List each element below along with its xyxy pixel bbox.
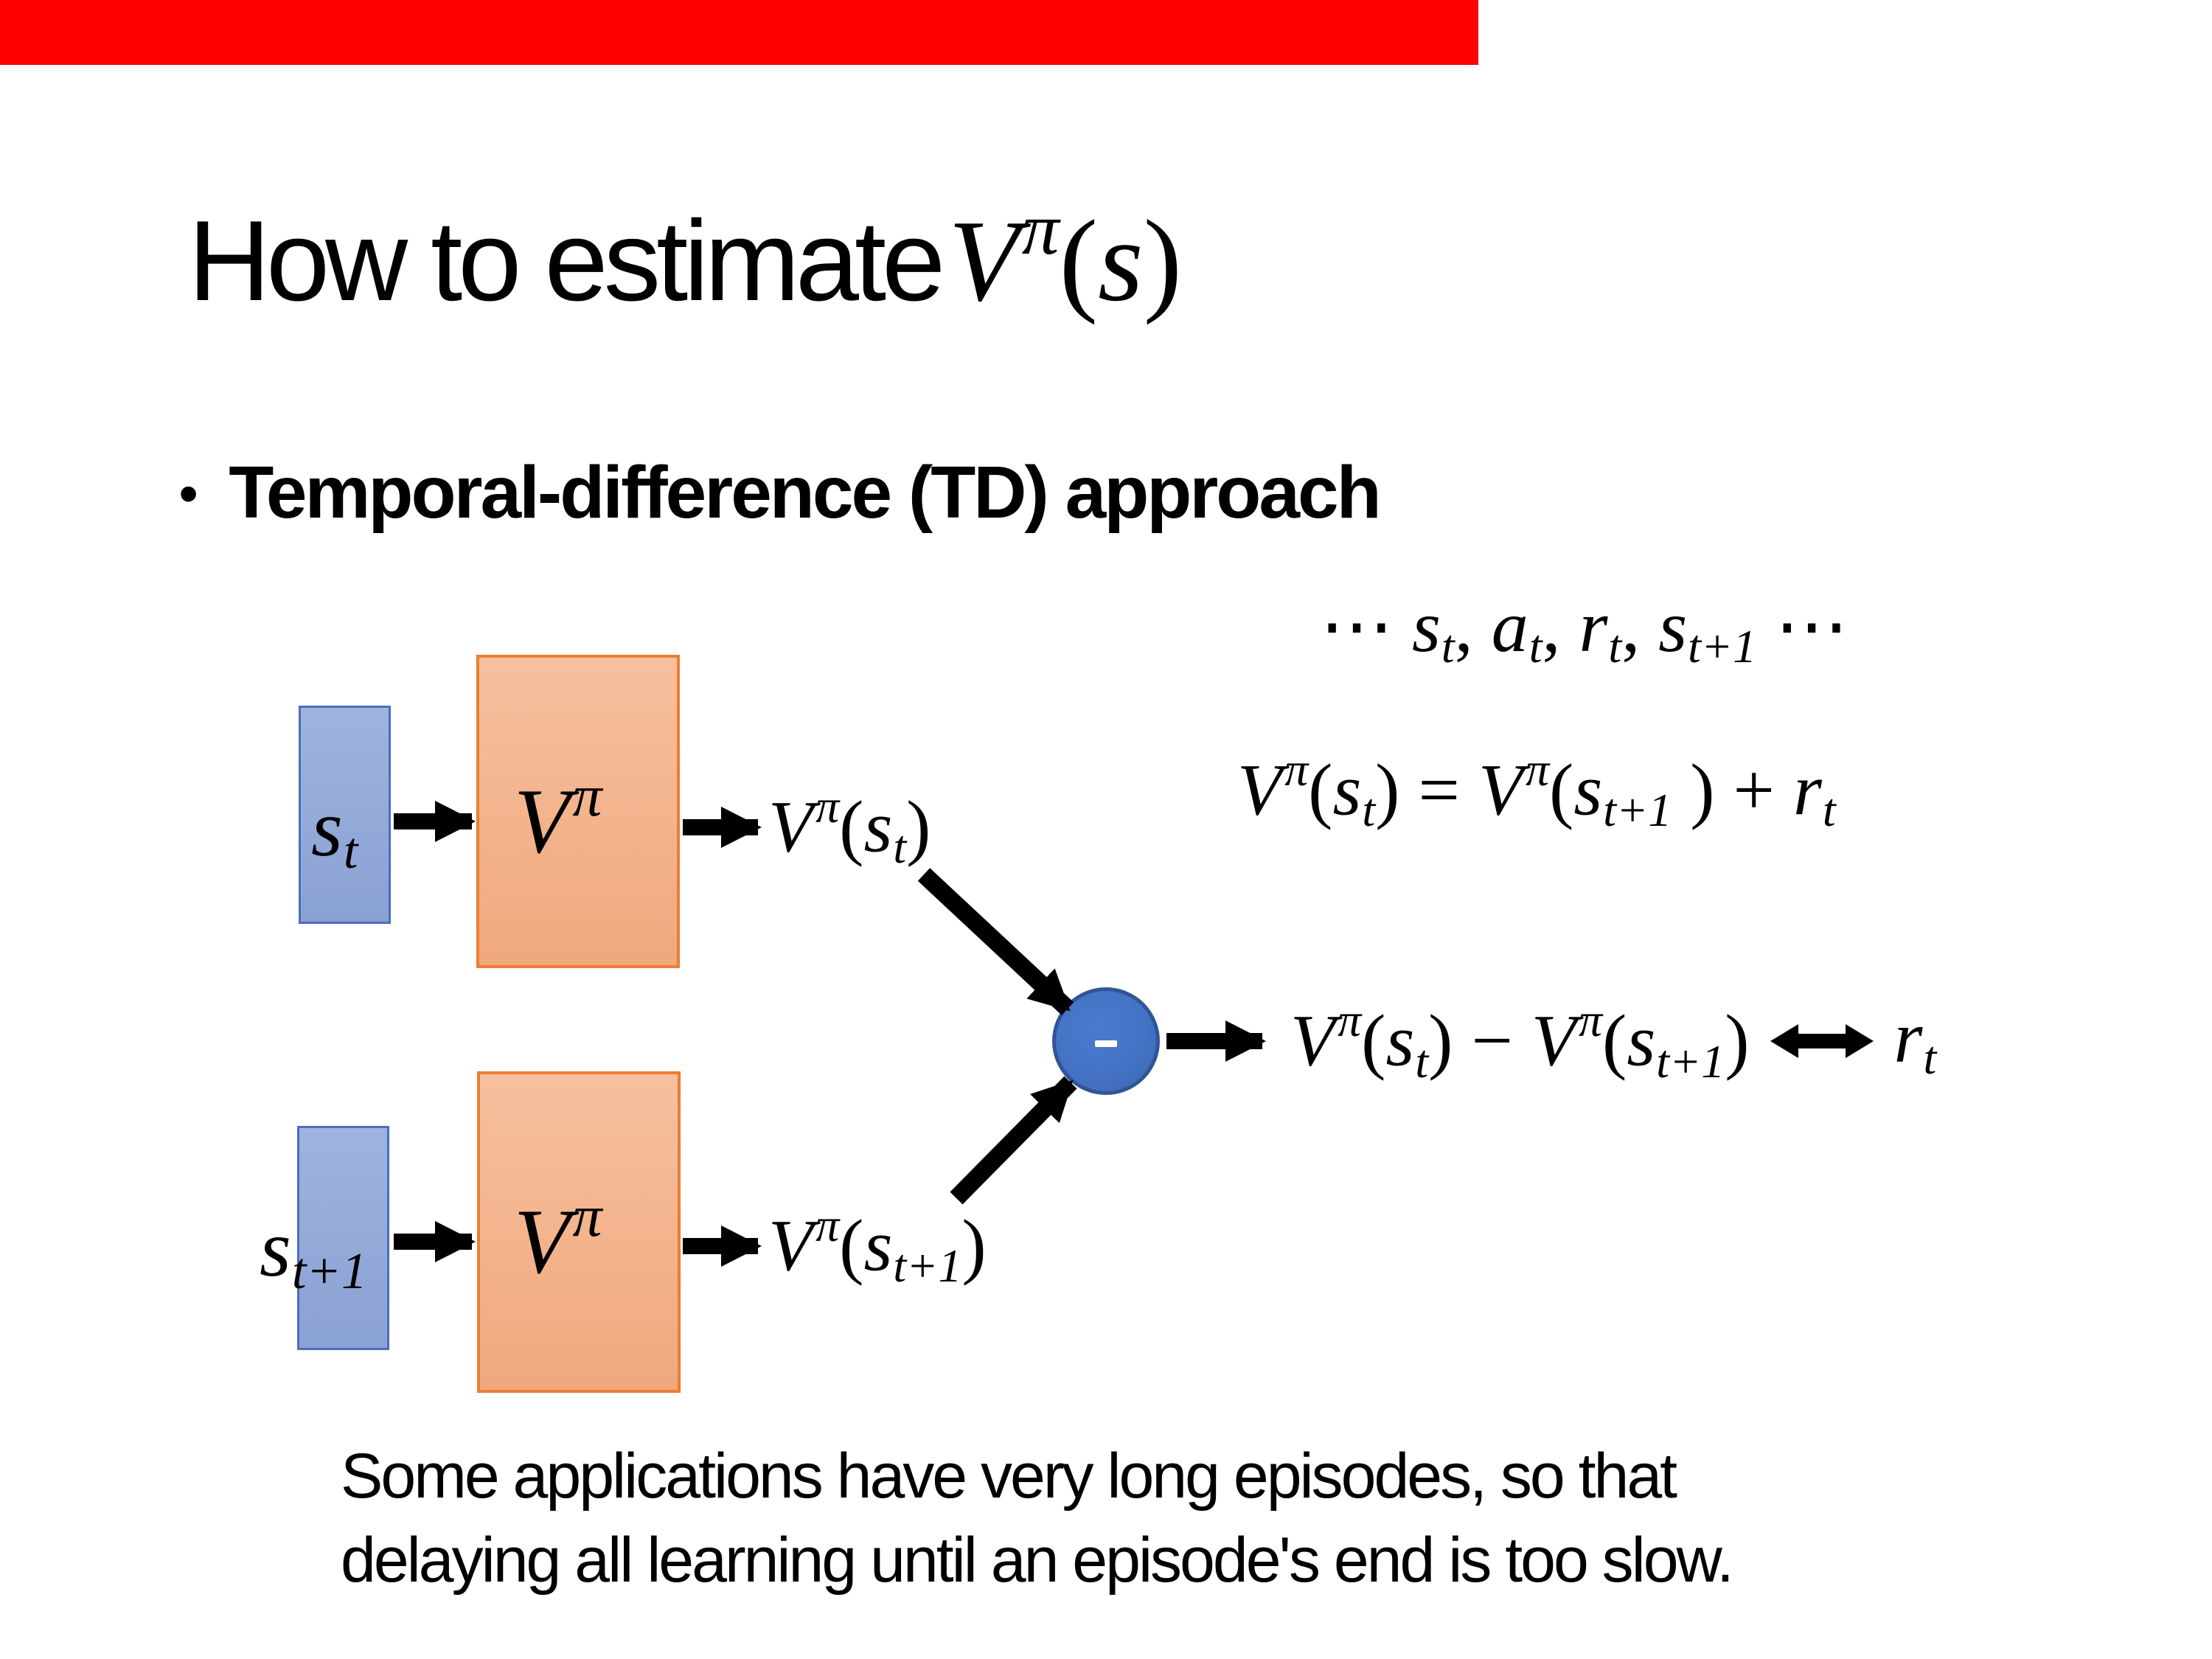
state-label-st1: st+1 [260,1203,368,1300]
state-box-st1 [297,1126,389,1350]
td-equation: Vπ(st) = Vπ(st+1 ) + rt [1237,743,1836,837]
caption-line-1: Some applications have very long episode… [341,1441,1677,1512]
minus-node [1052,987,1160,1095]
caption-line-2: delaying all learning until an episode's… [341,1525,1734,1596]
slide-title: How to estimate Vπ(s) [188,186,1182,329]
value-network-box-bottom [477,1071,681,1393]
output-label-vst1: Vπ(st+1) [768,1199,987,1293]
caption-text: Some applications have very long episode… [341,1434,1734,1603]
state-box-st [299,706,391,924]
result-difference: Vπ(st) − Vπ(st+1) [1290,994,1750,1088]
bullet-text: Temporal-difference (TD) approach [229,451,1381,534]
slide-title-math: Vπ(s) [948,187,1183,326]
bullet-line: • Temporal-difference (TD) approach [179,451,1382,534]
bullet-marker: • [179,465,198,524]
result-reward: rt [1893,996,1937,1084]
trajectory-formula: ⋯ st, at, rt, st+1 ⋯ [1320,585,1849,673]
minus-icon [1095,1040,1117,1047]
value-fn-label-bottom: Vπ [514,1184,602,1293]
value-network-box-top [476,655,680,968]
value-fn-label-top: Vπ [514,764,602,873]
output-label-vst: Vπ(st) [768,780,931,874]
state-label-st: st [311,783,358,880]
slide-title-text: How to estimate [188,196,945,324]
top-red-bar [0,0,1478,65]
result-line: Vπ(st) − Vπ(st+1) rt [1290,997,1936,1085]
double-headed-arrow-icon [1770,1024,1874,1058]
